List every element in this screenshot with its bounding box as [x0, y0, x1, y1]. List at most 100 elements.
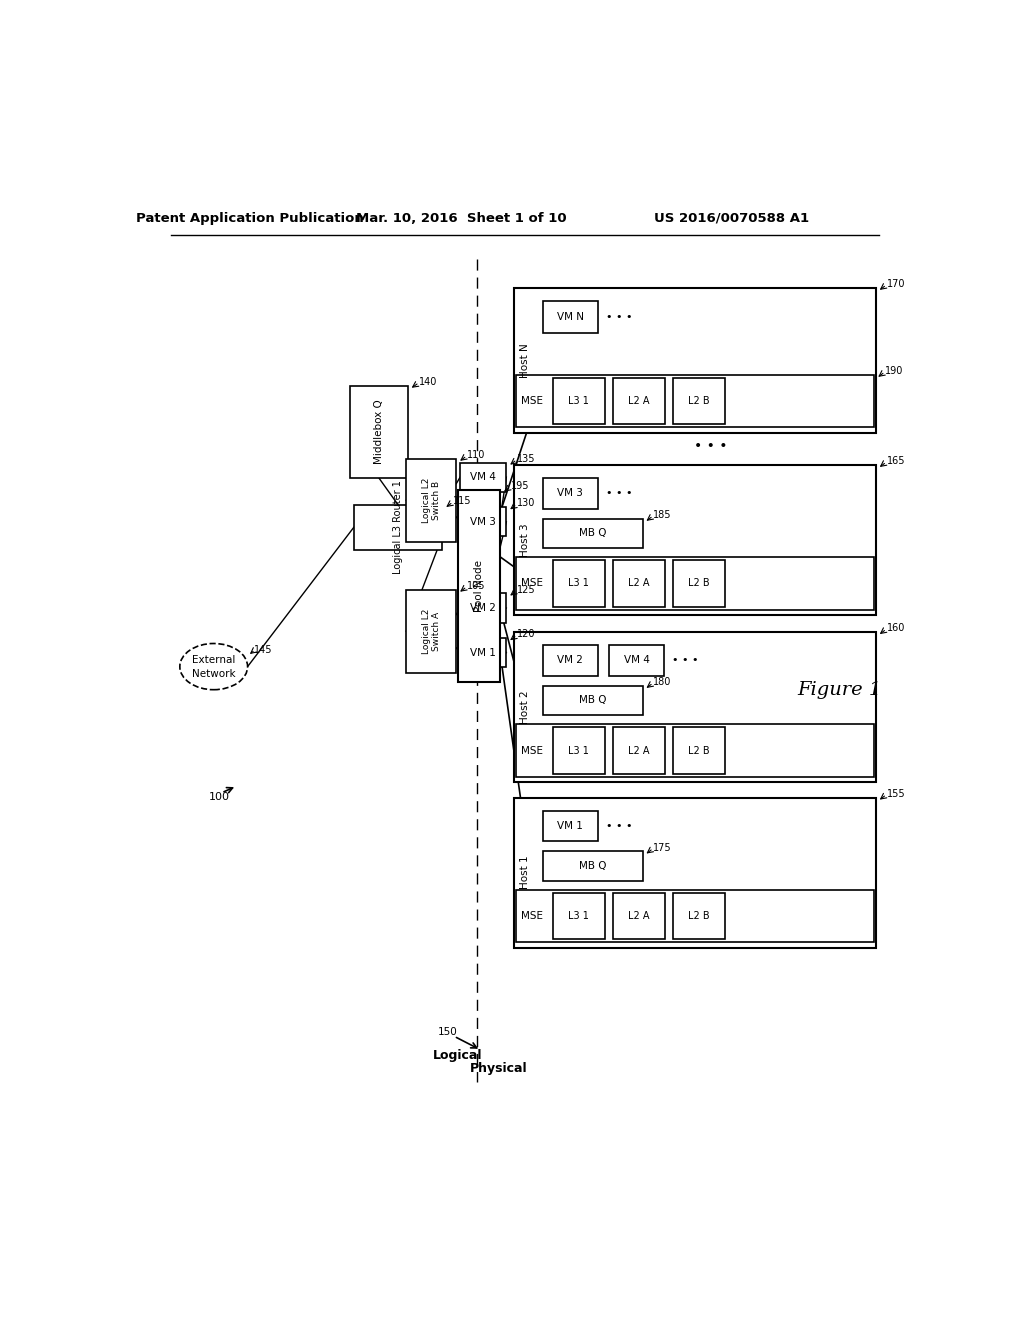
- Bar: [515, 725, 874, 776]
- Text: L2 B: L2 B: [688, 578, 710, 589]
- Text: 110: 110: [467, 450, 485, 459]
- Text: MB Q: MB Q: [579, 861, 606, 871]
- Text: 120: 120: [517, 630, 536, 639]
- Text: 105: 105: [467, 581, 485, 591]
- Text: US 2016/0070588 A1: US 2016/0070588 A1: [653, 213, 809, 224]
- Bar: [543, 686, 643, 715]
- Text: L2 B: L2 B: [688, 746, 710, 755]
- Text: 135: 135: [517, 454, 536, 463]
- Bar: [543, 645, 598, 676]
- Bar: [612, 378, 665, 424]
- Bar: [612, 894, 665, 940]
- Bar: [553, 561, 605, 607]
- Text: VM 2: VM 2: [557, 656, 583, 665]
- Text: Host 1: Host 1: [520, 855, 529, 890]
- Bar: [543, 478, 598, 508]
- Text: 145: 145: [254, 644, 272, 655]
- Text: L2 B: L2 B: [688, 911, 710, 921]
- Bar: [458, 490, 500, 682]
- Text: 140: 140: [419, 376, 437, 387]
- Text: Host 3: Host 3: [520, 523, 529, 557]
- Bar: [460, 638, 506, 668]
- Text: • • •: • • •: [693, 438, 727, 453]
- Text: VM 4: VM 4: [470, 473, 497, 482]
- Text: • • •: • • •: [606, 488, 633, 499]
- Text: L2 A: L2 A: [628, 396, 649, 407]
- Text: 195: 195: [511, 480, 529, 491]
- Text: • • •: • • •: [606, 312, 633, 322]
- Text: MSE: MSE: [521, 911, 544, 921]
- Text: MSE: MSE: [521, 746, 544, 755]
- Text: Middlebox Q: Middlebox Q: [374, 400, 384, 465]
- Text: MSE: MSE: [521, 578, 544, 589]
- Bar: [514, 797, 876, 948]
- Bar: [553, 378, 605, 424]
- Text: Host 2: Host 2: [520, 690, 529, 723]
- Text: MSE: MSE: [521, 396, 544, 407]
- Text: VM 1: VM 1: [470, 648, 497, 657]
- Bar: [460, 507, 506, 536]
- Text: 180: 180: [653, 677, 672, 686]
- Bar: [553, 894, 605, 940]
- Bar: [543, 851, 643, 880]
- Text: 160: 160: [887, 623, 905, 634]
- Bar: [673, 561, 725, 607]
- Bar: [515, 890, 874, 942]
- Text: Host N: Host N: [520, 343, 529, 378]
- Text: Pool Node: Pool Node: [474, 560, 484, 611]
- Text: 155: 155: [887, 788, 905, 799]
- Bar: [543, 810, 598, 841]
- Bar: [543, 519, 643, 548]
- Text: • • •: • • •: [673, 656, 699, 665]
- Bar: [612, 561, 665, 607]
- Text: L2 B: L2 B: [688, 396, 710, 407]
- Bar: [515, 375, 874, 428]
- Text: VM 1: VM 1: [557, 821, 583, 832]
- Bar: [514, 288, 876, 433]
- Text: 190: 190: [885, 366, 903, 376]
- Bar: [407, 459, 457, 543]
- Bar: [673, 727, 725, 774]
- Text: • • •: • • •: [606, 821, 633, 832]
- Text: VM 2: VM 2: [470, 603, 497, 612]
- Text: Network: Network: [191, 668, 236, 678]
- Text: L3 1: L3 1: [568, 396, 589, 407]
- Text: VM 4: VM 4: [624, 656, 649, 665]
- Text: VM N: VM N: [557, 312, 584, 322]
- Text: 130: 130: [517, 499, 536, 508]
- Text: L2 A: L2 A: [628, 746, 649, 755]
- Text: L3 1: L3 1: [568, 911, 589, 921]
- Text: Logical L2
Switch B: Logical L2 Switch B: [422, 478, 441, 523]
- Text: 165: 165: [887, 455, 905, 466]
- Text: Figure 1: Figure 1: [797, 681, 881, 698]
- Bar: [608, 645, 665, 676]
- Bar: [514, 632, 876, 781]
- Text: 150: 150: [438, 1027, 458, 1036]
- Text: Logical L3 Router 1: Logical L3 Router 1: [393, 480, 403, 574]
- Text: 125: 125: [517, 585, 536, 594]
- Bar: [407, 590, 457, 673]
- Bar: [543, 301, 598, 333]
- Text: Physical: Physical: [470, 1063, 527, 1074]
- Text: Logical L2
Switch A: Logical L2 Switch A: [422, 609, 441, 653]
- Bar: [460, 462, 506, 492]
- Text: 100: 100: [209, 792, 229, 803]
- Text: 170: 170: [887, 279, 905, 289]
- Bar: [553, 727, 605, 774]
- Bar: [673, 894, 725, 940]
- Bar: [460, 594, 506, 623]
- Ellipse shape: [180, 644, 248, 690]
- Text: Logical: Logical: [433, 1049, 482, 1063]
- Text: VM 3: VM 3: [557, 488, 583, 499]
- Bar: [354, 506, 442, 549]
- Text: 185: 185: [653, 510, 672, 520]
- Bar: [514, 465, 876, 615]
- Bar: [515, 557, 874, 610]
- Text: L2 A: L2 A: [628, 911, 649, 921]
- Text: L3 1: L3 1: [568, 746, 589, 755]
- Bar: [673, 378, 725, 424]
- Text: L3 1: L3 1: [568, 578, 589, 589]
- Text: MB Q: MB Q: [579, 528, 606, 539]
- Text: VM 3: VM 3: [470, 517, 497, 527]
- Text: 115: 115: [454, 496, 472, 506]
